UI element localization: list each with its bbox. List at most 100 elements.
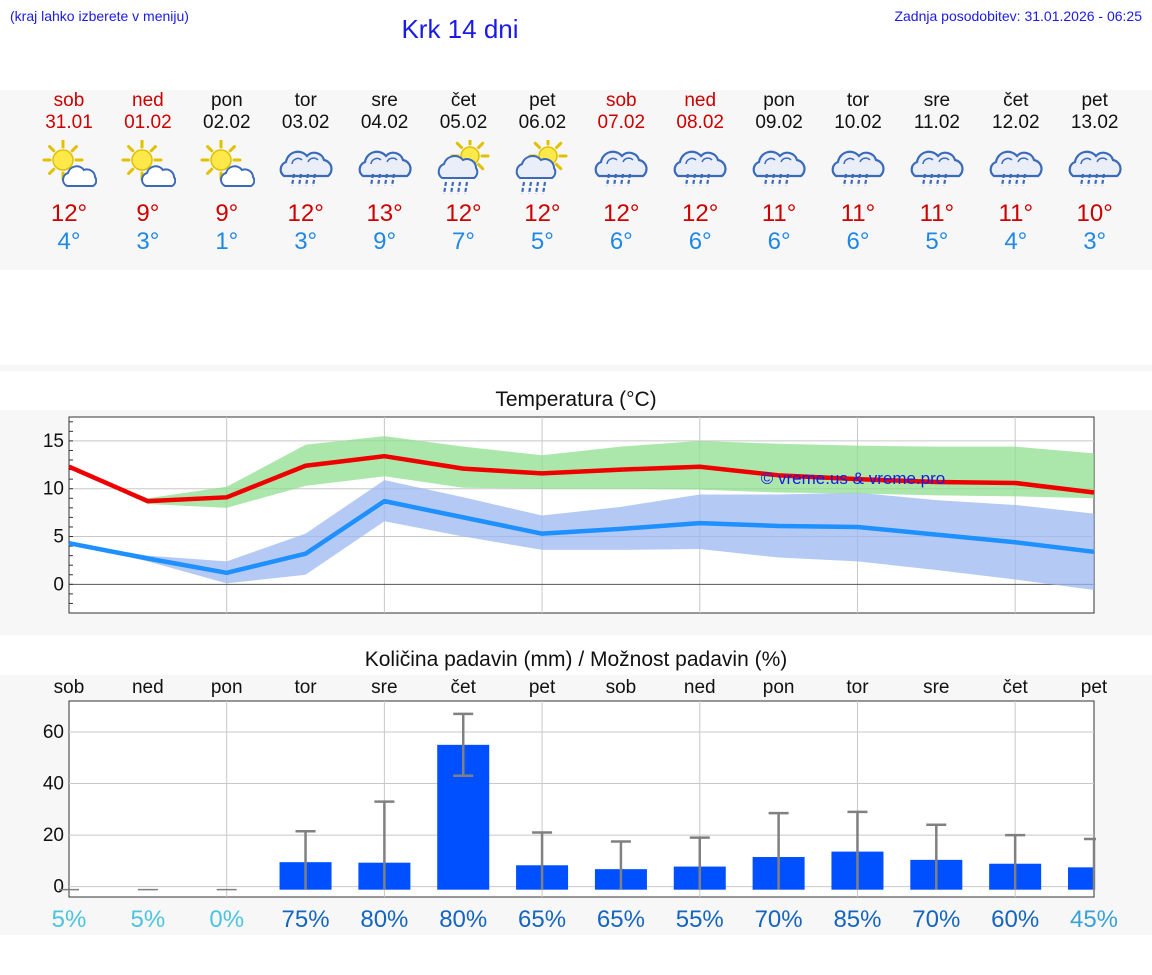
temp-max: 9° bbox=[215, 200, 239, 227]
precip-probability: 85% bbox=[833, 906, 881, 933]
day-name: pon bbox=[763, 90, 795, 111]
temp-min: 3° bbox=[294, 228, 318, 255]
temp-min: 6° bbox=[767, 228, 791, 255]
day-date: 03.02 bbox=[281, 112, 330, 133]
day-column: ned 01.02 9° 3° bbox=[108, 90, 188, 256]
precip-probability: 75% bbox=[282, 906, 330, 933]
y-tick-label: 0 bbox=[53, 877, 64, 898]
rain-cloud-icon bbox=[594, 150, 648, 187]
day-label: pon bbox=[211, 677, 243, 698]
day-label: sob bbox=[54, 677, 85, 698]
day-name: čet bbox=[450, 90, 477, 111]
sun-cloud-icon bbox=[200, 140, 255, 187]
day-name: tor bbox=[846, 90, 870, 111]
temp-max: 11° bbox=[919, 200, 955, 227]
rain-cloud-icon bbox=[1068, 150, 1122, 187]
day-column: pon 02.02 9° 1° bbox=[187, 90, 267, 256]
precip-probability: 80% bbox=[360, 906, 408, 933]
temp-min: 6° bbox=[609, 228, 633, 255]
day-label: tor bbox=[846, 677, 869, 698]
sun-cloud-icon bbox=[42, 140, 97, 187]
rain-cloud-icon bbox=[989, 150, 1043, 187]
temp-min: 4° bbox=[57, 228, 81, 255]
day-name: ned bbox=[132, 90, 164, 111]
temp-min: 6° bbox=[846, 228, 870, 255]
day-column: sre 11.02 11° 5° bbox=[897, 90, 977, 256]
temp-max: 11° bbox=[840, 200, 876, 227]
day-column: pet 06.02 12° 5° bbox=[502, 90, 582, 256]
day-name: sre bbox=[371, 90, 398, 111]
precip-probability: 5% bbox=[131, 906, 166, 933]
rain-cloud-icon bbox=[279, 150, 333, 187]
temp-min: 4° bbox=[1004, 228, 1028, 255]
precipitation-chart-title: Količina padavin (mm) / Možnost padavin … bbox=[364, 648, 788, 671]
day-label: pet bbox=[529, 677, 556, 698]
day-label: čet bbox=[451, 677, 477, 698]
day-column: pet 13.02 10° 3° bbox=[1055, 90, 1135, 256]
y-tick-label: 60 bbox=[43, 722, 64, 743]
temp-max: 11° bbox=[998, 200, 1034, 227]
day-date: 12.02 bbox=[992, 112, 1040, 133]
rain-cloud-icon bbox=[358, 150, 412, 187]
precip-probability: 55% bbox=[676, 906, 724, 933]
day-label: ned bbox=[684, 677, 716, 698]
temp-min: 1° bbox=[215, 228, 239, 255]
day-column: sre 04.02 13° 9° bbox=[345, 90, 425, 256]
day-date: 02.02 bbox=[203, 112, 251, 133]
temp-max: 9° bbox=[136, 200, 160, 227]
day-date: 06.02 bbox=[518, 112, 567, 133]
day-name: sob bbox=[605, 90, 637, 111]
min-temp-range bbox=[69, 480, 1094, 591]
temp-min: 9° bbox=[373, 228, 397, 255]
y-tick-label: 40 bbox=[43, 774, 64, 795]
temp-max: 13° bbox=[366, 200, 403, 227]
temp-min: 3° bbox=[136, 228, 160, 255]
temp-max: 12° bbox=[524, 200, 561, 227]
temp-max: 12° bbox=[603, 200, 640, 227]
temperature-chart: 0 5 10 15 © vreme.us & vreme.pro bbox=[43, 416, 1095, 614]
rain-cloud-icon bbox=[752, 150, 806, 187]
day-label: tor bbox=[294, 677, 317, 698]
temp-min: 6° bbox=[688, 228, 712, 255]
precip-probability: 70% bbox=[755, 906, 803, 933]
temp-min: 5° bbox=[530, 228, 554, 255]
day-label: čet bbox=[1002, 677, 1028, 698]
temp-min: 5° bbox=[925, 228, 949, 255]
temperature-chart-title: Temperatura (°C) bbox=[495, 388, 657, 411]
daily-forecast: sob 31.01 12° 4° ned 01.02 9° 3° pon 02.02 9°… bbox=[0, 90, 1152, 270]
precip-probability: 80% bbox=[439, 906, 487, 933]
sun-rain-icon bbox=[516, 140, 568, 195]
temp-min: 7° bbox=[452, 228, 475, 255]
temp-min: 3° bbox=[1083, 228, 1107, 255]
day-column: sob 07.02 12° 6° bbox=[581, 90, 661, 256]
y-tick-label: 0 bbox=[53, 574, 64, 595]
day-label: pon bbox=[763, 677, 795, 698]
day-column: pon 09.02 11° 6° bbox=[739, 90, 819, 256]
day-date: 07.02 bbox=[597, 112, 646, 133]
day-column: ned 08.02 12° 6° bbox=[660, 90, 740, 256]
location-menu-hint[interactable]: (kraj lahko izberete v meniju) bbox=[10, 8, 189, 24]
precip-probability: 5% bbox=[52, 906, 87, 933]
max-temp-line bbox=[68, 453, 1095, 504]
min-temp-line bbox=[68, 498, 1095, 576]
precip-probability: 65% bbox=[518, 906, 566, 933]
day-column: čet 12.02 11° 4° bbox=[976, 90, 1056, 256]
day-date: 09.02 bbox=[755, 112, 803, 133]
day-date: 05.02 bbox=[439, 112, 488, 133]
y-tick-label: 10 bbox=[43, 479, 64, 500]
day-name: sre bbox=[923, 90, 951, 111]
day-column: sob 31.01 12° 4° bbox=[29, 90, 109, 256]
rain-cloud-icon bbox=[831, 150, 885, 187]
rain-cloud-icon bbox=[910, 150, 964, 187]
day-name: pon bbox=[210, 90, 243, 111]
precip-probability: 45% bbox=[1070, 906, 1118, 933]
precip-bar bbox=[1068, 867, 1094, 890]
day-name: pet bbox=[529, 90, 556, 111]
watermark: © vreme.us & vreme.pro bbox=[761, 469, 945, 488]
y-tick-label: 5 bbox=[53, 527, 64, 548]
day-name: pet bbox=[1081, 90, 1108, 111]
precip-probability: 60% bbox=[991, 906, 1039, 933]
y-tick-label: 20 bbox=[43, 825, 64, 846]
day-name: sob bbox=[53, 90, 85, 111]
temp-max: 12° bbox=[445, 200, 482, 227]
